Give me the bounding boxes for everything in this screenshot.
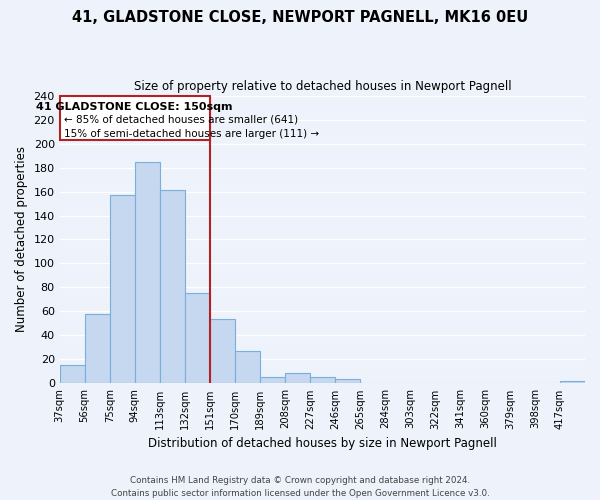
Bar — [260, 378, 285, 384]
Title: Size of property relative to detached houses in Newport Pagnell: Size of property relative to detached ho… — [134, 80, 511, 93]
Text: 41, GLADSTONE CLOSE, NEWPORT PAGNELL, MK16 0EU: 41, GLADSTONE CLOSE, NEWPORT PAGNELL, MK… — [72, 10, 528, 25]
Bar — [59, 366, 85, 384]
Bar — [560, 381, 585, 384]
Bar — [285, 372, 310, 384]
Text: 41 GLADSTONE CLOSE: 150sqm: 41 GLADSTONE CLOSE: 150sqm — [37, 102, 233, 112]
Bar — [335, 378, 360, 384]
Y-axis label: Number of detached properties: Number of detached properties — [15, 146, 28, 332]
Bar — [110, 195, 135, 384]
Bar — [160, 190, 185, 384]
Bar — [59, 96, 210, 140]
Bar — [135, 162, 160, 384]
Bar — [210, 318, 235, 384]
Text: Contains HM Land Registry data © Crown copyright and database right 2024.
Contai: Contains HM Land Registry data © Crown c… — [110, 476, 490, 498]
Bar — [310, 378, 335, 384]
Bar — [85, 314, 110, 384]
X-axis label: Distribution of detached houses by size in Newport Pagnell: Distribution of detached houses by size … — [148, 437, 497, 450]
Text: 15% of semi-detached houses are larger (111) →: 15% of semi-detached houses are larger (… — [64, 129, 319, 139]
Bar — [185, 294, 210, 384]
Bar — [235, 351, 260, 384]
Text: ← 85% of detached houses are smaller (641): ← 85% of detached houses are smaller (64… — [64, 114, 298, 124]
